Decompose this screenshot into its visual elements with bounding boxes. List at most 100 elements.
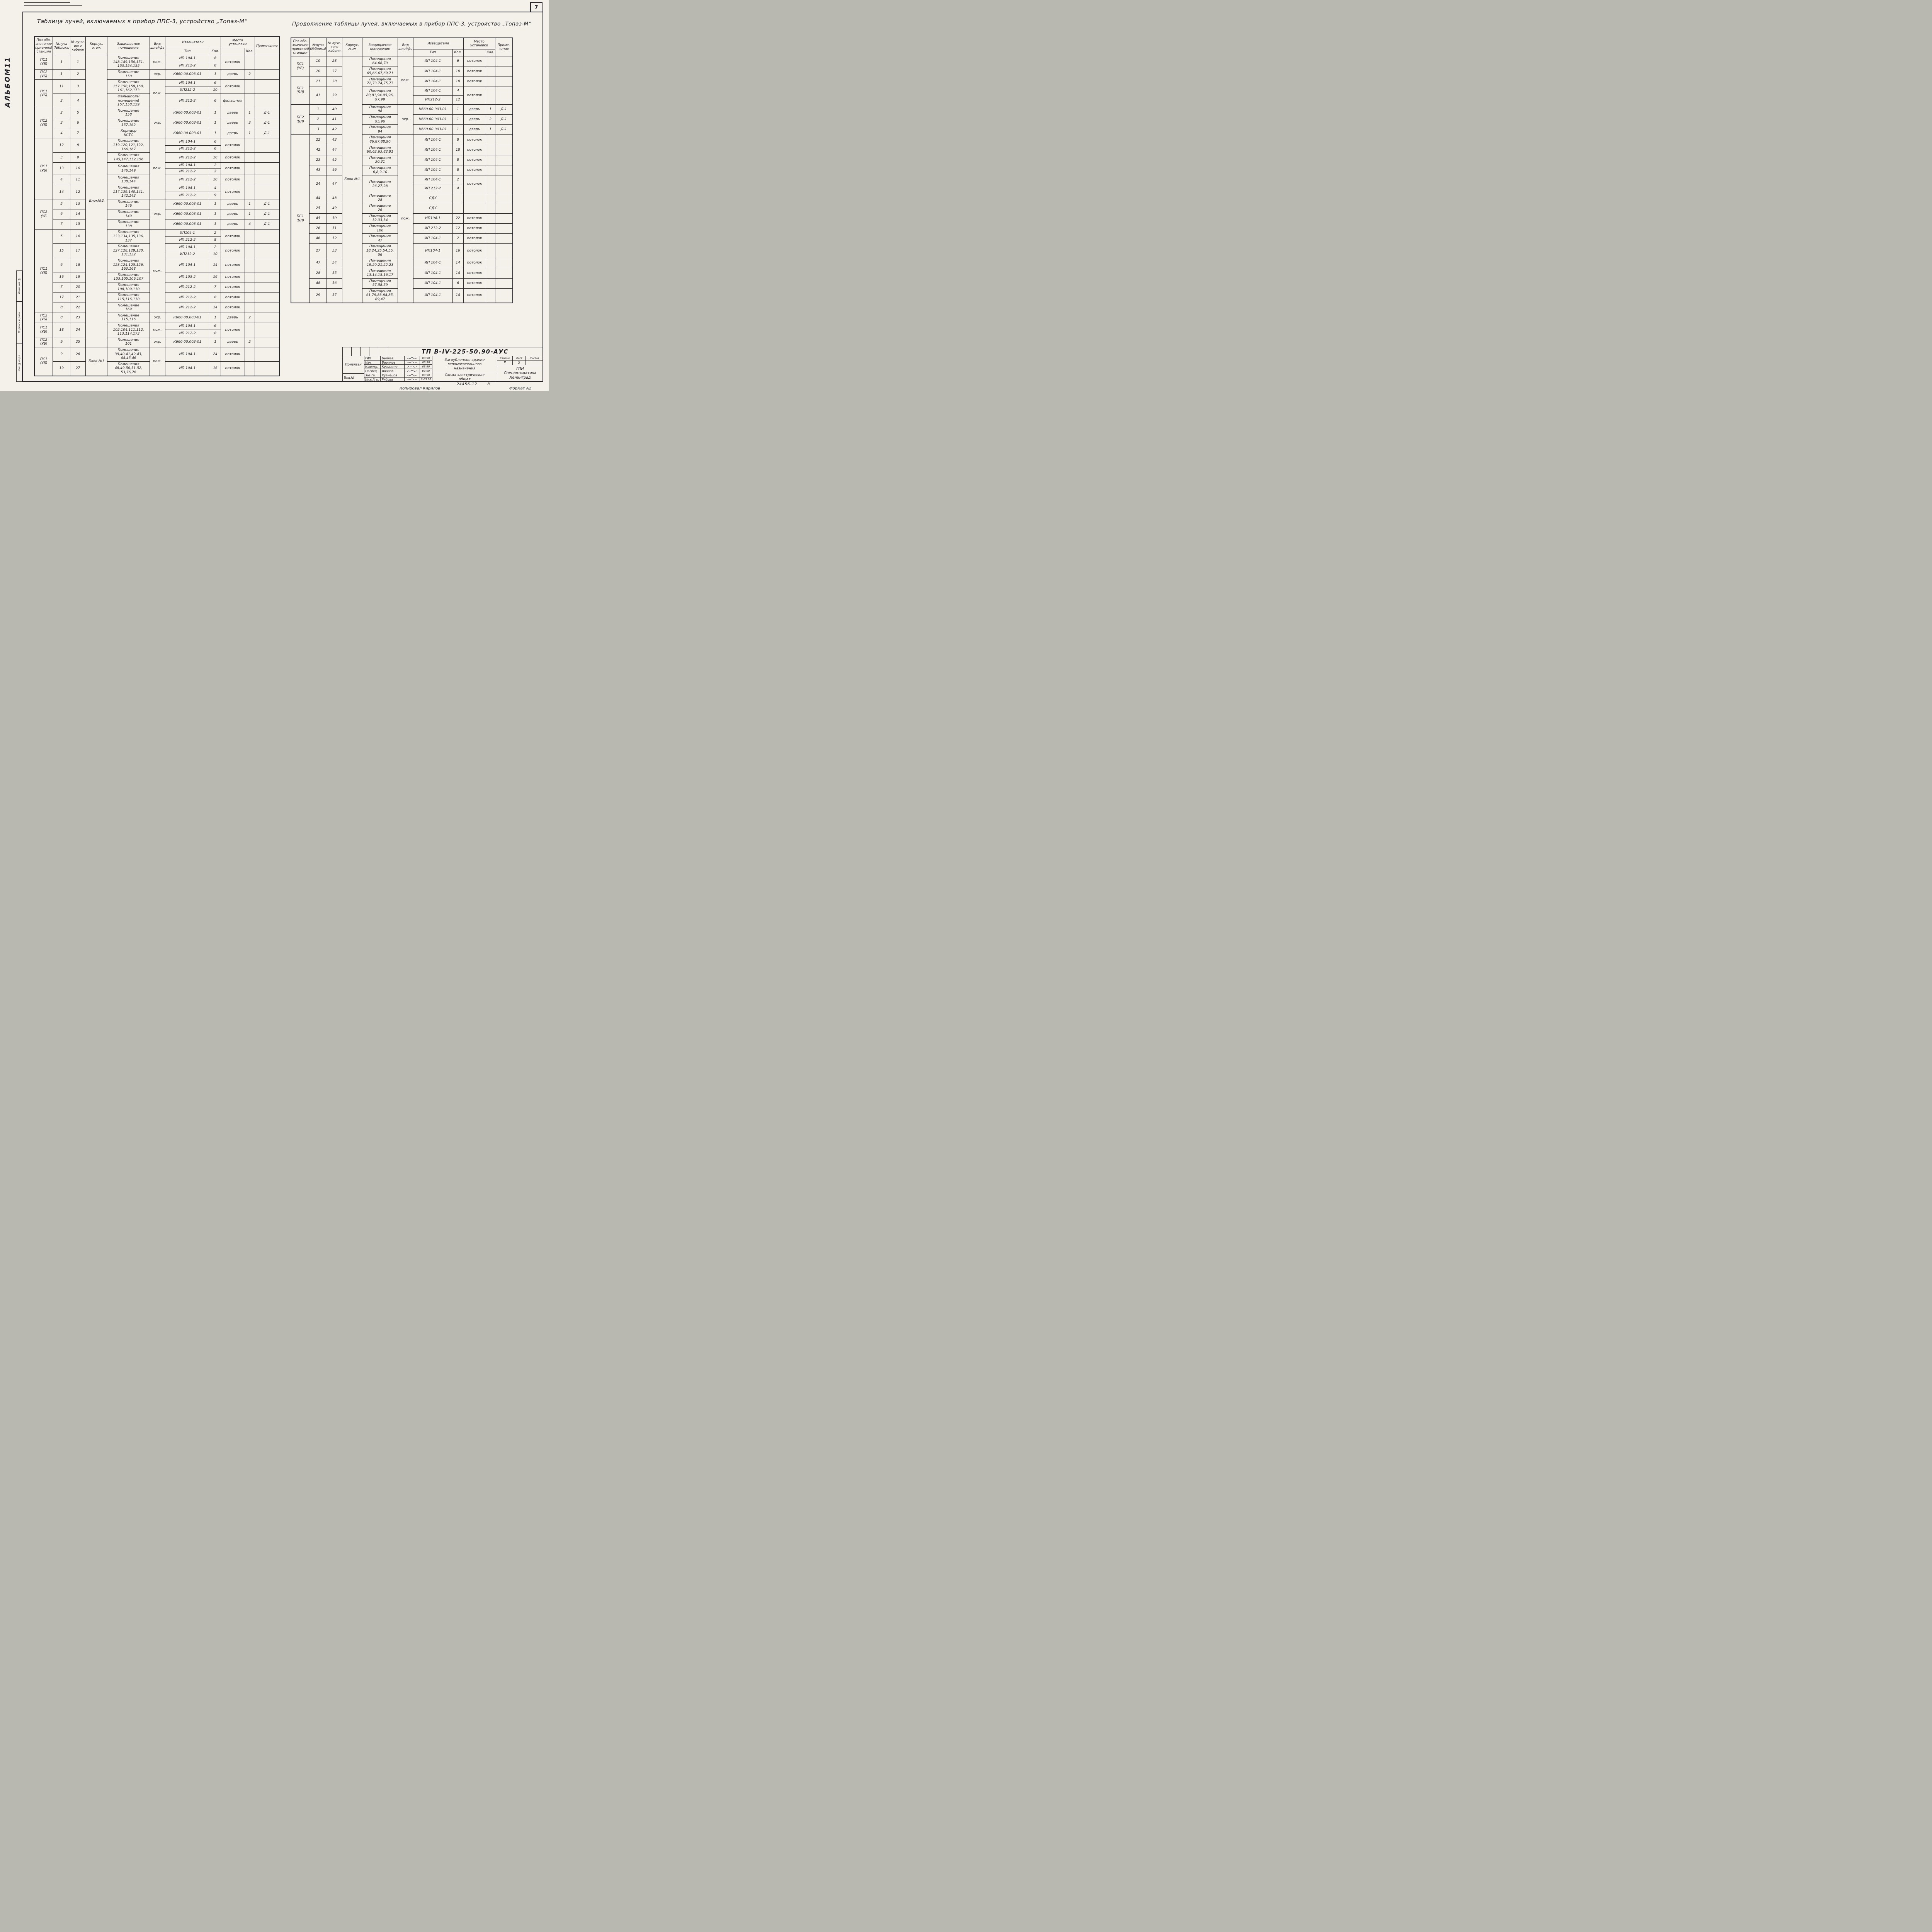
cell-place-qty	[485, 145, 495, 155]
stage-table: Стадия Лист Листов Р 5	[497, 356, 543, 365]
cell-install-place: фальшпол	[220, 93, 245, 108]
document-number: ТП В-IV-225-50.90-АУС	[422, 348, 509, 355]
cell-loop-type: пож.	[150, 229, 165, 313]
col-header-detector-type: Тип	[413, 49, 453, 57]
cell-place-qty	[244, 243, 255, 259]
col-header-cable: № луче- вого кабеля	[70, 36, 86, 56]
cell-detector-type: ИП 104-1	[413, 66, 453, 77]
cell-note	[254, 69, 280, 80]
cell-cable-number: 15	[70, 219, 86, 230]
inventory-number: 24456-12 8	[437, 382, 510, 386]
inventory-number-suffix: 8	[487, 382, 490, 386]
signature-date: 6.03.90	[421, 378, 431, 381]
cell-install-place: потолок	[463, 278, 486, 289]
cell-block: Блок №1	[342, 56, 363, 303]
cell-detector-qty: 8	[452, 134, 464, 145]
cell-install-place	[463, 193, 486, 204]
cell-note: Д-1	[254, 199, 280, 209]
cell-cable-number: 19	[70, 272, 86, 283]
cell-install-place: потолок	[463, 76, 486, 87]
cell-room: Помещения 39,40,41,42,43, 44,45,46	[107, 347, 150, 362]
cell-loop-type: пож.	[150, 55, 165, 70]
cell-room: Помещения 108,109,110	[107, 282, 150, 293]
cell-note: Д-1	[254, 107, 280, 118]
cell-cable-number: 46	[327, 165, 343, 176]
cell-cable-number: 43	[327, 134, 343, 145]
cell-room: Помещение 101	[107, 337, 150, 348]
cell-room: Помещения 117,139,140,141, 142,143	[107, 184, 150, 199]
cell-note	[495, 223, 513, 234]
cell-loop-type: охр.	[150, 312, 165, 323]
cell-install-place: потолок	[220, 347, 245, 362]
cell-place-qty	[244, 162, 255, 175]
col-header-place: Место установки	[463, 37, 495, 49]
cell-detector-qty: 10	[209, 152, 221, 163]
cell-room: Помещения 30,31	[362, 155, 398, 166]
cell-note: Д-1	[495, 114, 513, 125]
signature-cell	[405, 361, 420, 364]
cell-detector-type: К660.00.003-01	[165, 117, 210, 129]
page-number: 7	[534, 4, 538, 10]
cell-room: Помещение 149	[107, 209, 150, 220]
cell-place-qty: 2	[485, 114, 495, 125]
cell-room: Помещения 123,124,125,126, 163,168	[107, 258, 150, 272]
table-row: ПС2 (БЛ) 1 40 Помещение 98 охр. К660.00.003-0…	[291, 104, 513, 135]
ray-table: Поз.обо- значение приемной станции №луча …	[291, 37, 514, 303]
cell-note: Д-1	[254, 128, 280, 139]
cell-detector-type: ИП 212-2	[165, 236, 210, 244]
cell-detector-qty: 1	[209, 69, 221, 80]
cell-install-place: потолок	[220, 322, 245, 337]
cell-detector-type: ИП 104-1	[413, 288, 453, 303]
cell-detector-type: ИП 104-1	[165, 243, 210, 251]
cell-room: Коридор КСТС	[107, 128, 150, 139]
cell-note	[495, 243, 513, 259]
signature-name: Рябова	[381, 378, 405, 381]
cell-detector-type: К660.00.003-01	[165, 69, 210, 80]
cell-detector-qty: 1	[209, 312, 221, 323]
cell-cable-number: 26	[70, 347, 86, 362]
sheets-label: Листов	[529, 357, 539, 360]
signature-role: Гл.спец.	[364, 369, 381, 373]
cell-detector-qty: 6	[209, 79, 221, 87]
cell-ray-number: 24	[309, 175, 327, 194]
col-header-station: Поз.обо- значение приемной станции	[34, 36, 53, 56]
cell-place-qty	[244, 55, 255, 70]
signature-row: Н.контр. Кузьмина 03.90	[364, 365, 432, 369]
cell-detector-type: ИП 104-1	[413, 86, 453, 96]
cell-room: Помещения 61,79,83,84,85, 89,47	[362, 288, 398, 303]
cell-note	[495, 56, 513, 67]
cell-detector-type: К660.00.003-01	[413, 114, 453, 125]
cell-detector-type: ИП 104-1	[165, 347, 210, 362]
signature-cell	[405, 378, 420, 381]
cell-note	[495, 193, 513, 204]
cell-detector-type: ИП 212-2	[165, 330, 210, 337]
signature-row: Инж.III к. Рябова 6.03.90	[364, 378, 432, 381]
cell-room: Помещение 157,162	[107, 117, 150, 129]
cell-install-place: потолок	[220, 292, 245, 303]
cell-station: ПС2 (УБ)	[34, 69, 53, 80]
cell-cable-number: 22	[70, 302, 86, 313]
cell-station: ПС1 (УБ)	[34, 347, 53, 376]
title-block-doc-row: ТП В-IV-225-50.90-АУС	[343, 347, 543, 356]
cell-detector-qty: 8	[209, 55, 221, 63]
cell-place-qty	[485, 175, 495, 194]
cell-cable-number: 44	[327, 145, 343, 155]
cell-place-qty: 1	[244, 199, 255, 209]
cell-detector-type: ИП 104-1	[413, 56, 453, 67]
cell-cable-number: 3	[70, 79, 86, 94]
cell-cable-number: 28	[327, 56, 343, 67]
cell-room: Помещения 13,14,15,16,17	[362, 268, 398, 279]
cell-install-place: потолок	[220, 243, 245, 259]
cell-install-place: потолок	[463, 223, 486, 234]
table-row: 44 48 Помещение 28 СДУ	[291, 193, 513, 204]
table-row: ПС2 (УБ) 9 25 Помещение 101 охр. К660.00.003-…	[34, 337, 280, 348]
cell-install-place: потолок	[463, 134, 486, 145]
table-row: 6 18 Помещения 123,124,125,126, 163,168 ИП …	[34, 258, 280, 272]
cell-ray-number: 10	[309, 56, 327, 67]
table-row: 27 53 Помещения 18,24,25,54,55, 56 ИП104-1 1…	[291, 243, 513, 259]
cell-install-place: потолок	[220, 184, 245, 199]
cell-detector-type: ИП 212-2	[165, 174, 210, 185]
cell-cable-number: 39	[327, 86, 343, 105]
col-header-place-qty: Кол.	[244, 48, 255, 56]
table-row: 4 11 Помещения 138,144 ИП 212-2 10 потолок	[34, 174, 280, 185]
